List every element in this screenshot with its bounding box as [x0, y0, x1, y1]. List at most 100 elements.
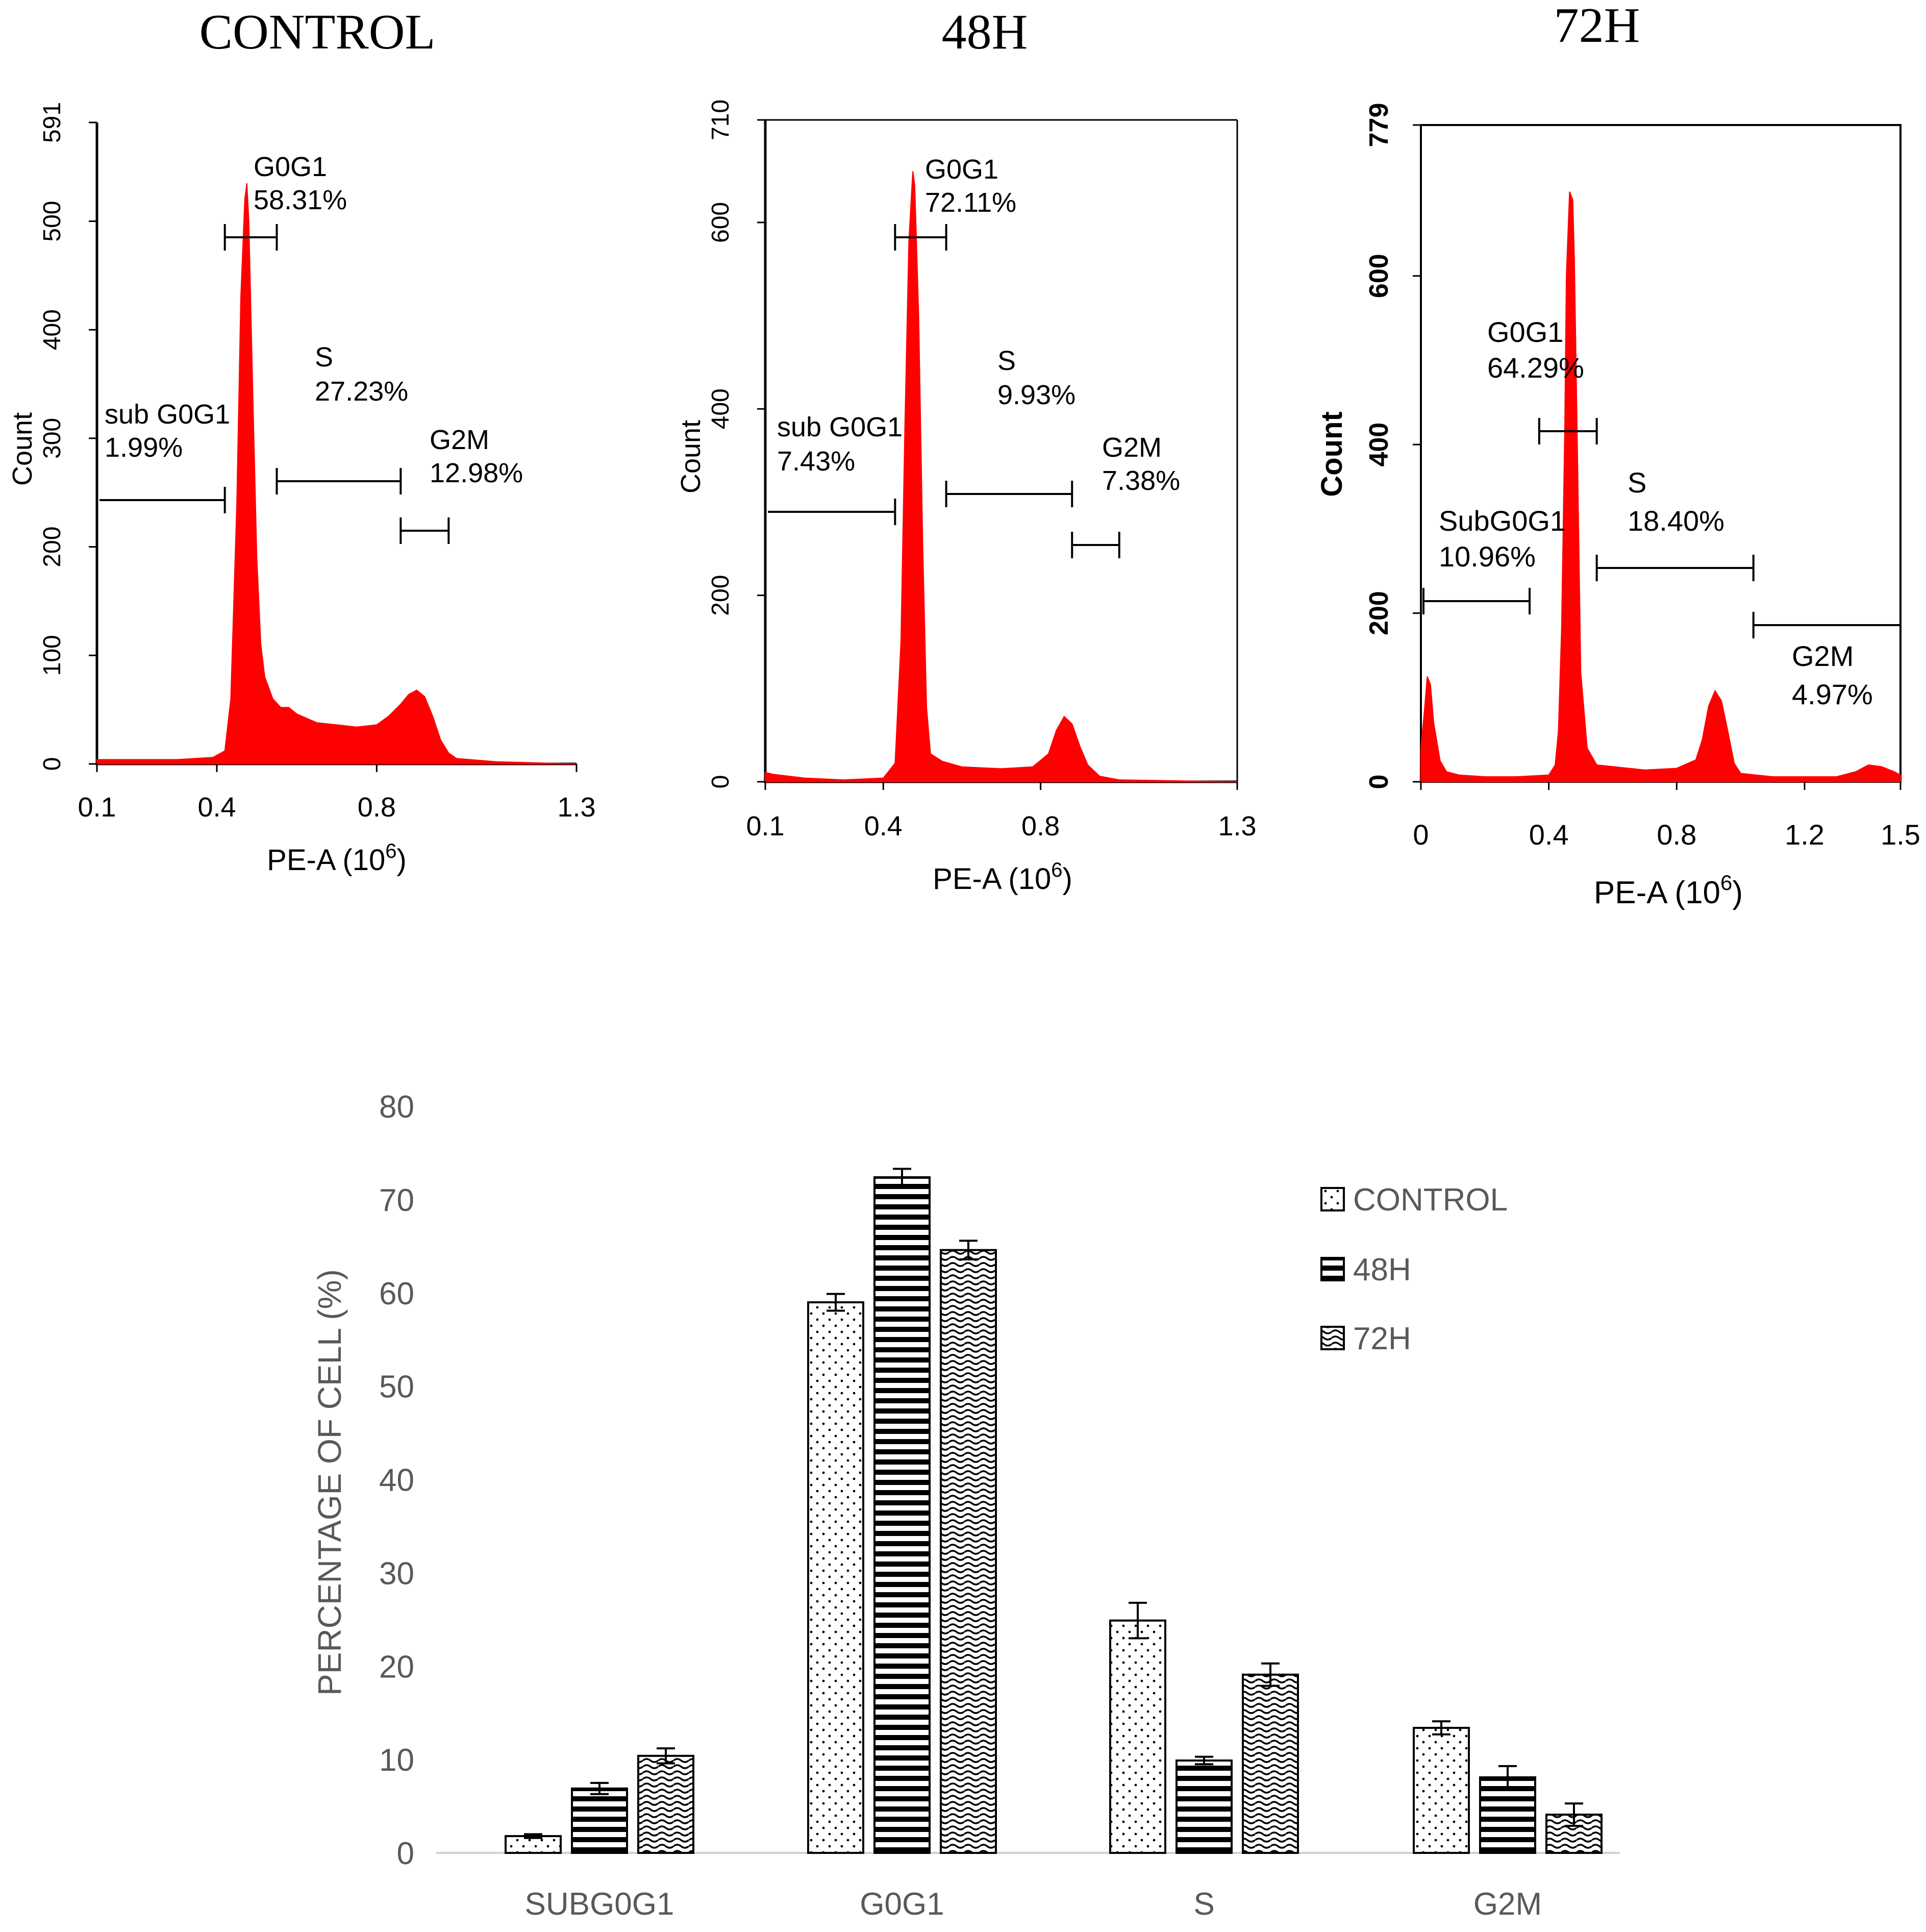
error-bar — [1498, 1765, 1517, 1790]
x-label-main: PE-A (10 — [933, 862, 1051, 896]
y-tick-label: 300 — [39, 418, 66, 459]
x-tick-label: 1.2 — [1785, 819, 1824, 851]
bar-chart-y-tick-label: 60 — [379, 1276, 414, 1311]
error-bar — [959, 1240, 978, 1260]
phase-percent: 64.29% — [1487, 352, 1584, 384]
y-tick-label: 200 — [39, 527, 66, 567]
histogram-x-axis-label: PE-A (106) — [933, 859, 1072, 896]
phase-percent: 4.97% — [1792, 678, 1873, 710]
phase-percent: 9.93% — [997, 380, 1075, 410]
x-tick-label: 0.8 — [1657, 819, 1696, 851]
error-bar — [1261, 1662, 1280, 1687]
y-tick-label: 200 — [1364, 591, 1394, 635]
x-label-main: PE-A (10 — [267, 844, 385, 877]
phase-name: SubG0G1 — [1439, 505, 1566, 537]
legend-label: 72H — [1353, 1321, 1411, 1356]
x-label-close: ) — [397, 844, 407, 877]
x-tick-label: 0.8 — [1021, 811, 1060, 841]
legend-swatch-72h — [1320, 1326, 1345, 1350]
histogram-control: CONTROL 0 100 200 300 400 500 591 0.1 0.4 0.8 1.3… — [7, 5, 596, 877]
histogram-area — [96, 183, 577, 764]
bar-chart-y-tick-label: 80 — [379, 1089, 414, 1125]
y-tick-label: 600 — [707, 202, 734, 243]
y-tick-label: 600 — [1364, 254, 1394, 298]
phase-name: sub G0G1 — [105, 399, 230, 430]
phase-percent: 12.98% — [430, 458, 523, 488]
histogram-y-axis-label: Count — [676, 420, 706, 493]
legend-label: CONTROL — [1353, 1182, 1508, 1218]
phase-name: S — [1628, 466, 1646, 499]
error-bar — [1432, 1720, 1450, 1736]
bar-control-g0g1 — [807, 1301, 864, 1854]
y-tick-label: 0 — [39, 757, 66, 771]
y-tick-label: 400 — [1364, 423, 1394, 467]
error-bar — [827, 1293, 845, 1312]
phase-name: sub G0G1 — [777, 412, 903, 442]
histogram-x-axis-label: PE-A (106) — [267, 840, 407, 877]
phase-percent: 72.11% — [925, 187, 1016, 218]
phase-name: G2M — [1102, 432, 1162, 463]
histogram-title: CONTROL — [199, 5, 436, 60]
x-tick-label: 0 — [1413, 819, 1429, 851]
phase-percent: 58.31% — [254, 185, 347, 215]
x-label-exponent: 6 — [385, 840, 396, 862]
phase-name: G0G1 — [1487, 316, 1563, 348]
bar-72h-subg0g1 — [637, 1754, 694, 1854]
x-tick-label: 0.4 — [1529, 819, 1569, 851]
category-label: G0G1 — [860, 1887, 944, 1922]
histogram-title: 48H — [942, 5, 1028, 60]
x-tick-label: 0.1 — [78, 792, 116, 823]
histogram-area — [1420, 191, 1901, 782]
phase-percent: 7.38% — [1102, 465, 1180, 496]
error-bar — [893, 1168, 911, 1187]
error-bar — [1195, 1755, 1213, 1766]
bar-chart: 0 10 20 30 40 50 60 70 80 SUBG0G1 G0G1 S G2M CONTRO… — [311, 1089, 1620, 1922]
bar-chart-y-tick-label: 10 — [379, 1743, 414, 1778]
phase-name: G0G1 — [925, 154, 998, 185]
y-tick-label: 200 — [707, 575, 734, 616]
bar-chart-y-axis-label: PERCENTAGE OF CELL (%) — [311, 1269, 348, 1696]
bar-48h-s — [1175, 1759, 1233, 1854]
x-tick-label: 1.3 — [557, 792, 595, 823]
phase-percent: 18.40% — [1628, 505, 1724, 537]
x-tick-label: 0.4 — [197, 792, 236, 823]
legend-label: 48H — [1353, 1252, 1411, 1287]
bar-chart-y-tick-label: 70 — [379, 1183, 414, 1218]
x-label-close: ) — [1732, 875, 1743, 910]
legend-swatch-control — [1320, 1187, 1345, 1211]
phase-percent: 27.23% — [315, 376, 408, 407]
y-tick-label: 400 — [39, 309, 66, 350]
x-tick-label: 0.8 — [358, 792, 396, 823]
x-label-close: ) — [1063, 862, 1072, 896]
y-tick-label: 0 — [1364, 775, 1394, 789]
error-bar — [657, 1747, 675, 1765]
category-label: SUBG0G1 — [525, 1887, 674, 1922]
category-label: S — [1193, 1887, 1214, 1922]
category-label: G2M — [1473, 1887, 1542, 1922]
histogram-y-axis-label: Count — [1315, 411, 1348, 497]
phase-percent: 1.99% — [105, 432, 183, 463]
y-tick-label: 0 — [707, 775, 734, 789]
phase-percent: 10.96% — [1439, 540, 1536, 573]
bar-72h-s — [1242, 1673, 1299, 1854]
bar-chart-y-tick-label: 20 — [379, 1649, 414, 1685]
y-tick-label: 779 — [1364, 103, 1394, 147]
bar-chart-y-tick-label: 0 — [397, 1836, 414, 1871]
y-tick-label: 100 — [39, 635, 66, 676]
histogram-title: 72H — [1554, 0, 1640, 53]
phase-percent: 7.43% — [777, 446, 855, 477]
bar-control-g2m — [1413, 1726, 1470, 1854]
error-bar — [1565, 1802, 1583, 1827]
y-tick-label: 500 — [39, 201, 66, 242]
phase-name: G0G1 — [254, 152, 327, 182]
phase-name: G2M — [430, 425, 489, 455]
y-tick-label: 400 — [707, 388, 734, 429]
x-label-exponent: 6 — [1051, 859, 1062, 881]
phase-name: S — [315, 342, 333, 373]
x-tick-label: 1.5 — [1881, 819, 1920, 851]
x-tick-label: 1.3 — [1218, 811, 1256, 841]
bar-chart-y-tick-label: 30 — [379, 1556, 414, 1591]
error-bar — [524, 1833, 542, 1839]
y-tick-label: 710 — [707, 100, 734, 140]
